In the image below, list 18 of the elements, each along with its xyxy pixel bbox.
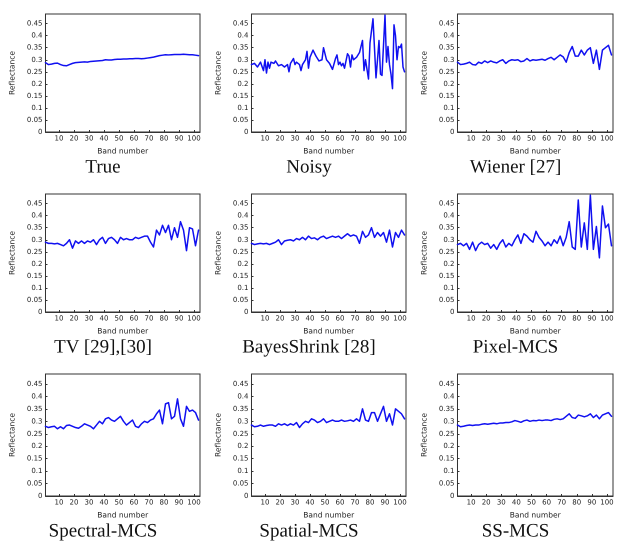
line-series (250, 14, 406, 90)
text: BayesShrink [28] (242, 336, 376, 358)
text: Noisy (286, 156, 332, 178)
line-series (250, 226, 406, 248)
line-series (456, 44, 612, 70)
text: TV [29],[30] (54, 336, 152, 358)
text: True (85, 156, 121, 178)
line-series (456, 194, 612, 259)
line-series (44, 398, 200, 430)
line-series (250, 406, 406, 428)
text: Wiener [27] (470, 156, 562, 178)
text: Spatial-MCS (259, 520, 359, 542)
line-series (456, 412, 612, 428)
text: Pixel-MCS (472, 336, 558, 358)
text: Spectral-MCS (48, 520, 158, 542)
line-series (44, 53, 200, 67)
line-series (44, 220, 200, 252)
text: SS-MCS (482, 520, 550, 542)
